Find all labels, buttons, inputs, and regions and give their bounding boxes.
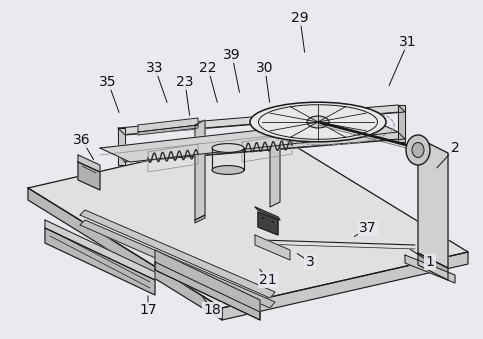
Polygon shape	[398, 105, 405, 142]
Ellipse shape	[307, 116, 329, 128]
Ellipse shape	[258, 105, 378, 139]
Text: 33: 33	[146, 61, 164, 75]
Polygon shape	[222, 252, 468, 320]
Text: 1: 1	[426, 255, 434, 269]
Polygon shape	[45, 220, 155, 280]
Text: 29: 29	[291, 11, 309, 25]
Polygon shape	[255, 207, 280, 220]
Ellipse shape	[412, 142, 424, 158]
Text: 35: 35	[99, 75, 117, 89]
Polygon shape	[118, 132, 405, 162]
Polygon shape	[28, 188, 222, 320]
Polygon shape	[155, 250, 260, 320]
Polygon shape	[270, 107, 280, 207]
Polygon shape	[155, 262, 260, 320]
Polygon shape	[195, 120, 205, 220]
Polygon shape	[80, 210, 275, 298]
Ellipse shape	[250, 102, 386, 142]
Text: 30: 30	[256, 61, 274, 75]
Text: 22: 22	[199, 61, 217, 75]
Polygon shape	[418, 138, 448, 268]
Polygon shape	[418, 253, 448, 280]
Polygon shape	[45, 228, 155, 295]
Text: 18: 18	[203, 303, 221, 317]
Polygon shape	[80, 220, 275, 308]
Polygon shape	[138, 125, 198, 135]
Ellipse shape	[406, 135, 430, 165]
Polygon shape	[195, 215, 205, 223]
Text: 39: 39	[223, 48, 241, 62]
Text: 17: 17	[139, 303, 157, 317]
Polygon shape	[28, 132, 468, 308]
Polygon shape	[258, 212, 278, 235]
Polygon shape	[118, 128, 125, 165]
Polygon shape	[255, 235, 290, 260]
Ellipse shape	[212, 165, 244, 174]
Polygon shape	[78, 162, 100, 190]
Ellipse shape	[212, 144, 244, 153]
Polygon shape	[78, 155, 100, 172]
Polygon shape	[405, 255, 455, 283]
Text: 37: 37	[359, 221, 377, 235]
Polygon shape	[138, 118, 198, 132]
Polygon shape	[100, 118, 398, 162]
Text: 2: 2	[451, 141, 459, 155]
Text: 23: 23	[176, 75, 194, 89]
Ellipse shape	[270, 220, 275, 223]
Ellipse shape	[260, 217, 266, 219]
Text: 36: 36	[73, 133, 91, 147]
Text: 3: 3	[306, 255, 314, 269]
Text: 31: 31	[399, 35, 417, 49]
Polygon shape	[118, 105, 405, 135]
Text: 21: 21	[259, 273, 277, 287]
